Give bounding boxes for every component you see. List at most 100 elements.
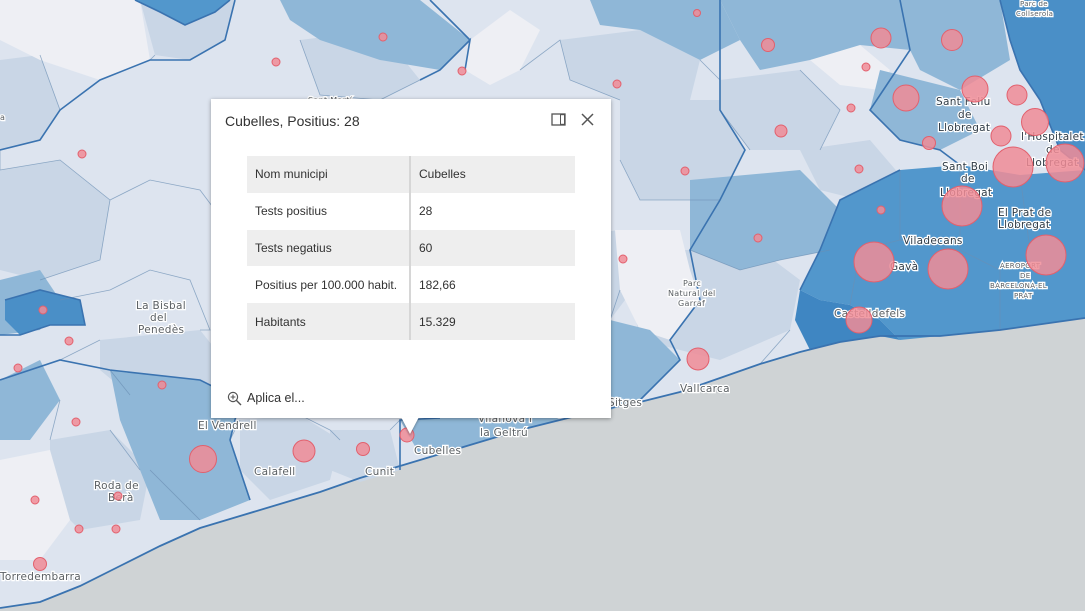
dock-button[interactable] (549, 110, 569, 130)
place-label: Torredembarra (0, 571, 81, 583)
place-label: Viladecans (903, 235, 963, 247)
case-bubble[interactable] (853, 241, 895, 283)
municipality-area[interactable] (0, 0, 150, 80)
case-bubble[interactable] (990, 125, 1012, 147)
municipality-area[interactable] (615, 230, 700, 340)
field-value: 15.329 (410, 303, 575, 340)
municipality-area[interactable] (240, 415, 340, 500)
case-bubble[interactable] (876, 205, 886, 215)
case-bubble[interactable] (618, 254, 628, 264)
close-button[interactable] (578, 110, 598, 130)
case-bubble[interactable] (378, 32, 388, 42)
place-label: de (961, 173, 975, 185)
case-bubble[interactable] (992, 146, 1034, 188)
place-label: Natural del (668, 289, 716, 298)
case-bubble[interactable] (457, 66, 467, 76)
place-label: del (150, 312, 167, 324)
municipality-area[interactable] (720, 70, 840, 150)
feature-popup: Cubelles, Positius: 28 Nom municipi Cube… (211, 99, 611, 418)
municipality-area[interactable] (0, 450, 70, 560)
table-row: Tests negatius 60 (247, 229, 575, 267)
municipality-area[interactable] (140, 0, 235, 60)
case-bubble[interactable] (922, 136, 936, 150)
field-value: 28 (410, 192, 575, 230)
field-label: Nom municipi (247, 156, 411, 193)
case-bubble[interactable] (927, 248, 969, 290)
case-bubble[interactable] (686, 347, 710, 371)
case-bubble[interactable] (961, 75, 989, 103)
field-label: Tests positius (247, 192, 411, 230)
municipality-area[interactable] (620, 100, 745, 200)
municipality-area[interactable] (590, 0, 740, 60)
case-bubble[interactable] (271, 57, 281, 67)
table-row: Tests positius 28 (247, 192, 575, 230)
case-bubble[interactable] (612, 79, 622, 89)
case-bubbles[interactable] (13, 9, 1085, 571)
place-label: PRAT (1014, 292, 1033, 300)
municipality-area[interactable] (690, 170, 840, 270)
municipality-area[interactable] (280, 0, 470, 70)
municipality-area[interactable] (560, 30, 700, 100)
municipality-area[interactable] (50, 430, 150, 530)
case-bubble[interactable] (33, 557, 47, 571)
place-label: Vallcarca (680, 383, 730, 395)
municipality-area[interactable] (0, 55, 60, 150)
case-bubble[interactable] (292, 439, 316, 463)
municipality-area[interactable] (465, 10, 540, 85)
case-bubble[interactable] (356, 442, 370, 456)
case-bubble[interactable] (761, 38, 775, 52)
case-bubble[interactable] (13, 363, 23, 373)
field-label: Tests negatius (247, 229, 411, 267)
place-label: BARCELONA-EL (990, 282, 1047, 290)
municipality-area[interactable] (1000, 0, 1085, 170)
place-label: DE (1020, 272, 1030, 280)
case-bubble[interactable] (1045, 143, 1085, 183)
municipality-area[interactable] (610, 320, 680, 410)
case-bubble[interactable] (30, 495, 40, 505)
municipality-area[interactable] (0, 360, 60, 440)
case-bubble[interactable] (111, 524, 121, 534)
case-bubble[interactable] (861, 62, 871, 72)
case-bubble[interactable] (854, 164, 864, 174)
municipality-area[interactable] (720, 0, 910, 70)
field-value: Cubelles (410, 156, 575, 193)
case-bubble[interactable] (941, 185, 983, 227)
case-bubble[interactable] (845, 306, 873, 334)
case-bubble[interactable] (189, 445, 217, 473)
case-bubble[interactable] (774, 124, 788, 138)
case-bubble[interactable] (846, 103, 856, 113)
case-bubble[interactable] (693, 9, 701, 17)
municipality-area[interactable] (810, 45, 890, 90)
field-value: 182,66 (410, 266, 575, 304)
case-bubble[interactable] (1006, 84, 1028, 106)
close-icon (581, 113, 594, 126)
municipality-area[interactable] (330, 430, 400, 482)
field-value: 60 (410, 229, 575, 267)
case-bubble[interactable] (753, 233, 763, 243)
case-bubble[interactable] (157, 380, 167, 390)
case-bubble[interactable] (941, 29, 963, 51)
case-bubble[interactable] (77, 149, 87, 159)
case-bubble[interactable] (870, 27, 892, 49)
place-label: Penedès (138, 324, 184, 336)
case-bubble[interactable] (74, 524, 84, 534)
table-row: Positius per 100.000 habit. 182,66 (247, 266, 575, 304)
place-label: Collserola (1016, 10, 1053, 18)
place-label: Cunit (365, 466, 394, 478)
case-bubble[interactable] (38, 305, 48, 315)
zoom-to-button[interactable]: Aplica el... (227, 389, 305, 407)
case-bubble[interactable] (1025, 234, 1067, 276)
case-bubble[interactable] (113, 491, 123, 501)
case-bubble[interactable] (680, 166, 690, 176)
municipality-area[interactable] (0, 160, 110, 280)
zoom-to-label: Aplica el... (247, 391, 305, 405)
case-bubble[interactable] (71, 417, 81, 427)
case-bubble[interactable] (64, 336, 74, 346)
case-bubble[interactable] (1021, 108, 1049, 136)
zoom-in-icon (227, 391, 242, 405)
place-label: Roda de (94, 480, 139, 492)
popup-title: Cubelles, Positius: 28 (225, 113, 360, 129)
field-label: Positius per 100.000 habit. (247, 266, 411, 304)
case-bubble[interactable] (892, 84, 920, 112)
municipality-area[interactable] (135, 0, 230, 25)
